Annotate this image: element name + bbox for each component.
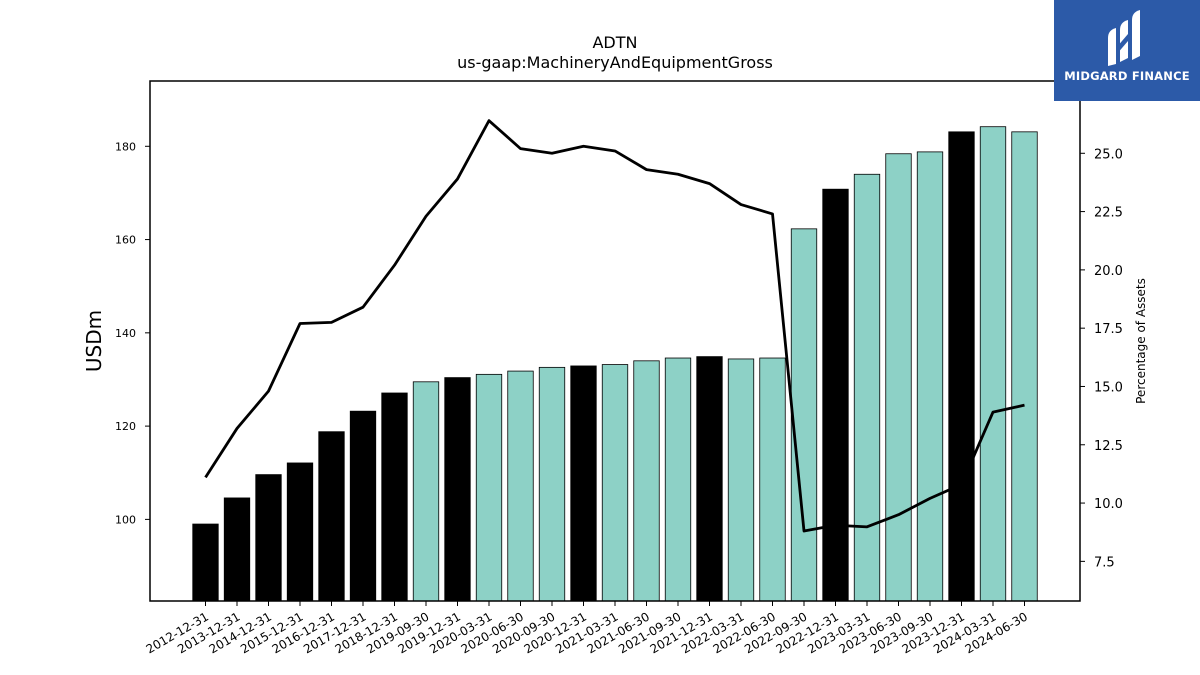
bar-2014-12-31 xyxy=(255,474,282,602)
chart-subtitle: us-gaap:MachineryAndEquipmentGross xyxy=(457,53,773,72)
brand-logo: MIDGARD FINANCE xyxy=(1054,0,1200,101)
plot-frame xyxy=(149,80,1081,602)
brand-name: MIDGARD FINANCE xyxy=(1064,69,1190,83)
bar-2021-12-31 xyxy=(696,356,723,602)
x-axis-ticks: 2012-12-312013-12-312014-12-312015-12-31… xyxy=(144,601,1030,656)
bar-2017-12-31 xyxy=(349,410,377,602)
midgard-logo-icon xyxy=(1108,10,1140,66)
y2-axis-ticks: 7.5 10.0 12.5 15.0 17.5 20.0 22.5 25.0 xyxy=(1080,147,1123,570)
y-tick-label: 160 xyxy=(115,234,136,247)
bar-2023-03-31 xyxy=(853,173,881,602)
bar-2018-12-31 xyxy=(381,392,408,602)
line-series xyxy=(204,119,1025,533)
y2-tick-label: 15.0 xyxy=(1094,380,1123,395)
bar-2024-06-30 xyxy=(1011,131,1038,602)
chart-title: ADTN xyxy=(592,33,637,52)
bar-2015-12-31 xyxy=(286,462,314,602)
y2-tick-label: 17.5 xyxy=(1094,322,1123,337)
bar-2024-03-31 xyxy=(979,126,1007,602)
y2-axis-label: Percentage of Assets xyxy=(1134,278,1148,404)
bar-2023-12-31 xyxy=(948,131,975,602)
bar-2022-09-30 xyxy=(790,228,818,602)
y-tick-label: 120 xyxy=(115,420,136,433)
y-axis-label: USDm xyxy=(82,310,106,372)
bar-2020-06-30 xyxy=(507,370,534,602)
bar-series xyxy=(192,126,1038,602)
bar-2021-06-30 xyxy=(633,360,660,602)
bar-2022-06-30 xyxy=(759,357,786,602)
bar-2013-12-31 xyxy=(223,497,251,602)
bar-2023-06-30 xyxy=(885,153,912,602)
bar-2016-12-31 xyxy=(318,431,345,602)
y-axis-ticks: 100 120 140 160 180 xyxy=(115,140,150,526)
y-tick-label: 140 xyxy=(115,327,136,340)
bar-2020-12-31 xyxy=(570,365,597,602)
bar-2019-12-31 xyxy=(444,377,471,602)
bar-2021-09-30 xyxy=(664,357,692,602)
bar-2019-09-30 xyxy=(412,381,440,602)
bar-2012-12-31 xyxy=(192,523,219,602)
y-tick-label: 100 xyxy=(115,513,136,526)
bar-2022-12-31 xyxy=(822,188,849,602)
y2-tick-label: 25.0 xyxy=(1094,147,1123,162)
bar-2022-03-31 xyxy=(727,358,755,602)
bar-2021-03-31 xyxy=(601,364,629,602)
bar-2020-09-30 xyxy=(538,366,566,602)
y2-tick-label: 7.5 xyxy=(1094,555,1115,570)
y2-tick-label: 22.5 xyxy=(1094,206,1123,221)
y-tick-label: 180 xyxy=(115,140,136,153)
y2-tick-label: 10.0 xyxy=(1094,497,1123,512)
bar-2023-09-30 xyxy=(916,151,944,602)
y2-tick-label: 12.5 xyxy=(1094,439,1123,454)
percentage-of-assets-line xyxy=(204,119,1025,533)
y2-tick-label: 20.0 xyxy=(1094,264,1123,279)
bar-2020-03-31 xyxy=(475,373,503,602)
